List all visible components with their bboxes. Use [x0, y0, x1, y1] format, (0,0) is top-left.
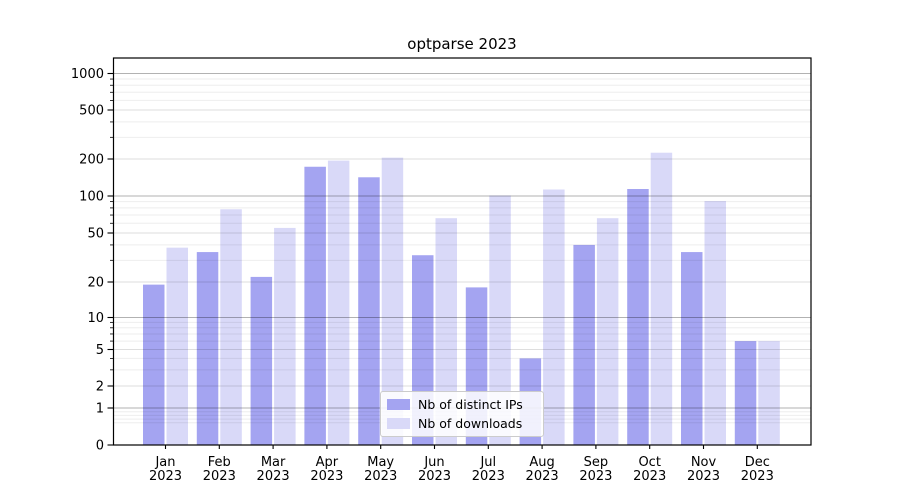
x-tick-label-month: Sep — [584, 455, 609, 470]
x-tick-label-year: 2023 — [203, 469, 236, 484]
x-tick-label-month: Nov — [691, 455, 717, 470]
x-tick-label-year: 2023 — [633, 469, 666, 484]
legend-label-downloads: Nb of downloads — [418, 416, 523, 431]
x-tick-label-year: 2023 — [257, 469, 290, 484]
y-tick-label: 1000 — [71, 67, 104, 82]
bar-feb-distinct-ips — [196, 252, 219, 445]
bar-apr-downloads — [327, 160, 350, 445]
bar-sep-distinct-ips — [573, 244, 595, 445]
y-tick-label: 1 — [96, 402, 104, 417]
legend-item-downloads: Nb of downloads — [387, 416, 537, 432]
x-tick-label-month: Jan — [154, 455, 175, 470]
bar-apr-distinct-ips — [304, 166, 326, 445]
x-tick-label-month: Mar — [261, 455, 286, 470]
y-tick-label: 2 — [96, 380, 104, 395]
bar-oct-downloads — [650, 152, 673, 445]
y-tick-label: 100 — [79, 190, 104, 205]
x-tick-label-year: 2023 — [579, 469, 612, 484]
x-tick-label-year: 2023 — [687, 469, 720, 484]
bar-oct-distinct-ips — [627, 189, 649, 445]
x-tick-label-year: 2023 — [149, 469, 182, 484]
bar-may-distinct-ips — [358, 177, 380, 445]
bar-dec-downloads — [758, 341, 780, 445]
y-tick-label: 500 — [79, 104, 104, 119]
plot-border — [112, 57, 812, 446]
bar-feb-downloads — [220, 209, 242, 445]
bar-jan-distinct-ips — [143, 284, 165, 445]
x-tick-label-year: 2023 — [741, 469, 774, 484]
x-tick-label-month: Jul — [479, 455, 496, 470]
legend-label-distinct-ips: Nb of distinct IPs — [418, 397, 523, 412]
x-tick-label-year: 2023 — [526, 469, 559, 484]
y-tick-label: 200 — [79, 153, 104, 168]
bar-may-downloads — [381, 157, 404, 446]
x-tick-label-year: 2023 — [472, 469, 505, 484]
y-tick-label: 20 — [87, 276, 104, 291]
bar-nov-downloads — [704, 201, 726, 445]
y-tick-label: 5 — [96, 343, 104, 358]
x-tick-label-month: Apr — [316, 455, 339, 470]
x-tick-label-month: Dec — [745, 455, 770, 470]
bar-sep-downloads — [596, 218, 619, 445]
x-tick-label-year: 2023 — [364, 469, 397, 484]
x-tick-label-month: Feb — [208, 455, 231, 470]
bar-aug-downloads — [543, 189, 565, 445]
bar-jan-downloads — [166, 247, 188, 445]
y-tick-label: 10 — [87, 311, 104, 326]
y-tick-label: 0 — [96, 439, 104, 454]
x-tick-label-month: Oct — [638, 455, 660, 470]
x-tick-label-month: Jun — [423, 455, 444, 470]
bar-mar-distinct-ips — [250, 276, 273, 445]
x-tick-label-month: Aug — [529, 455, 554, 470]
legend: Nb of distinct IPs Nb of downloads — [380, 391, 544, 437]
x-tick-label-month: May — [367, 455, 394, 470]
bar-jul-downloads — [489, 195, 511, 445]
x-tick-label-year: 2023 — [310, 469, 343, 484]
bar-nov-distinct-ips — [681, 252, 703, 445]
bar-mar-downloads — [274, 227, 296, 445]
x-tick-label-year: 2023 — [418, 469, 451, 484]
y-tick-label: 50 — [87, 227, 104, 242]
legend-swatch-downloads — [387, 418, 410, 429]
legend-swatch-distinct-ips — [387, 399, 410, 410]
legend-item-distinct-ips: Nb of distinct IPs — [387, 397, 537, 413]
bar-dec-distinct-ips — [734, 341, 757, 445]
bar-jun-downloads — [435, 218, 457, 445]
chart-title: optparse 2023 — [407, 35, 517, 53]
